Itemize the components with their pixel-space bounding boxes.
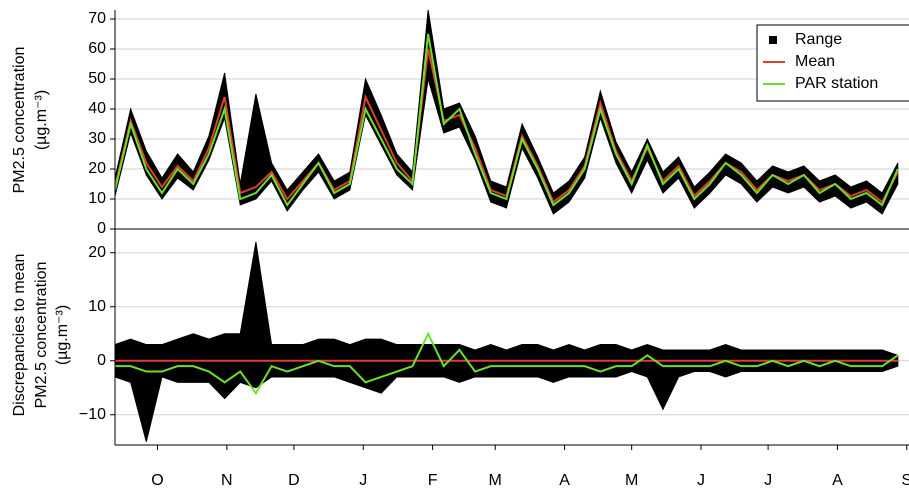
y-axis-label: (µg.m⁻³) [54, 305, 71, 365]
y-tick-label: 50 [88, 70, 106, 87]
legend-marker [769, 36, 777, 44]
y-axis-label: Discrepancies to mean [11, 254, 28, 417]
y-tick-label: 10 [88, 298, 106, 315]
x-tick-label: M [625, 472, 638, 489]
plot-area [115, 10, 899, 215]
x-tick-label: M [489, 472, 502, 489]
y-axis-label: (µg.m⁻³) [33, 90, 50, 150]
x-tick-label: A [559, 472, 570, 489]
y-tick-label: 0 [97, 220, 106, 237]
x-tick-label: J [359, 472, 367, 489]
range-area [115, 10, 899, 215]
y-tick-label: 30 [88, 130, 106, 147]
y-axis-label: PM2.5 concentration [33, 262, 50, 409]
y-axis-label: PM2.5 concentration [11, 47, 28, 194]
x-tick-label: O [151, 472, 163, 489]
x-tick-label: S [901, 472, 909, 489]
y-tick-label: 70 [88, 10, 106, 27]
y-tick-label: 10 [88, 190, 106, 207]
x-tick-label: D [288, 472, 300, 489]
plot-area [115, 241, 899, 442]
y-tick-label: 40 [88, 100, 106, 117]
x-tick-label: A [832, 472, 843, 489]
series-line [115, 331, 899, 395]
x-tick-label: J [764, 472, 772, 489]
y-tick-label: 20 [88, 160, 106, 177]
legend-label: Range [795, 31, 842, 48]
legend-label: PAR station [795, 75, 878, 92]
y-tick-label: 0 [97, 352, 106, 369]
series-line [115, 33, 899, 207]
legend-label: Mean [795, 53, 835, 70]
y-tick-label: −10 [79, 406, 106, 423]
x-tick-label: J [697, 472, 705, 489]
x-tick-label: N [221, 472, 233, 489]
range-area [115, 241, 899, 442]
y-tick-label: 60 [88, 40, 106, 57]
y-tick-label: 20 [88, 244, 106, 261]
x-tick-label: F [428, 472, 438, 489]
